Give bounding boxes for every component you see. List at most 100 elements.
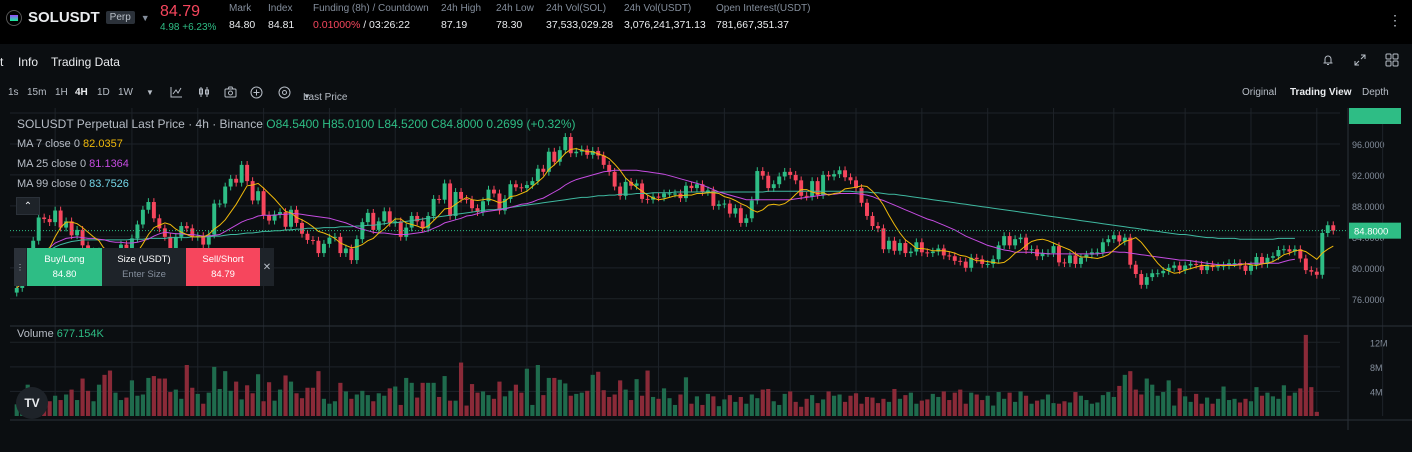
candle-body [1013,239,1018,246]
candle-body [173,236,178,250]
candle-body [738,208,743,223]
tab-info[interactable]: Info [18,55,39,69]
sell-short-button[interactable]: Sell/Short 84.79 [186,248,260,286]
volume-bar [1287,395,1292,416]
volume-bar [1122,374,1127,416]
layout-grid-icon[interactable] [1382,50,1402,70]
drawing-tools-icon[interactable] [170,86,183,101]
candle-body [459,191,464,199]
volume-bar [831,395,837,416]
candle-body [1259,256,1264,264]
volume-bar [316,371,321,416]
candle-body [409,215,414,228]
candle-body [1331,225,1336,231]
buy-long-button[interactable]: Buy/Long 84.80 [27,248,102,286]
volume-bar [1067,402,1073,416]
volume-bar [672,404,678,416]
volume-tick-label: 4M [1370,387,1383,397]
interval-dropdown-icon[interactable]: ▼ [146,88,154,97]
candle-body [980,259,985,264]
volume-bar [799,406,804,416]
volume-bar [1018,391,1023,416]
more-icon[interactable]: ⋮ [1388,12,1402,28]
indicators-icon[interactable] [198,86,211,101]
candle-body [969,257,974,268]
view-trading-view[interactable]: Trading View [1290,87,1352,98]
candle-body [952,256,957,261]
volume-bar [1095,402,1100,416]
candle-body [1111,235,1116,240]
candle-body [294,209,299,223]
volume-bar [206,392,211,416]
interval-4h[interactable]: 4H [75,87,88,98]
volume-bar [667,398,672,416]
volume-bar [557,379,562,416]
interval-1d[interactable]: 1D [97,87,110,98]
volume-bar [1056,403,1062,416]
candle-body [1194,263,1199,265]
volume-bar [201,403,206,416]
interval-15m[interactable]: 15m [27,87,47,98]
volume-bar [705,393,710,416]
volume-tick-label: 8M [1370,363,1383,373]
candle-body [1122,237,1127,242]
candle-body [420,221,425,229]
camera-icon[interactable] [224,86,237,101]
volume-bar [629,400,634,416]
volume-bar [881,398,886,416]
expand-icon[interactable] [1350,50,1370,70]
candle-body [629,181,634,186]
view-original[interactable]: Original [1242,87,1277,98]
tab-trading-data[interactable]: Trading Data [51,55,120,69]
volume-bar [107,370,113,416]
volume-bar [393,386,398,416]
candle-body [1139,274,1144,285]
stat-value: 0.01000% / 03:26:22 [313,19,410,31]
volume-bar [519,392,524,416]
candle-body [64,221,69,228]
add-indicator-icon[interactable] [250,86,263,102]
volume-bar [777,404,782,416]
settings-icon[interactable] [278,86,291,102]
candle-body [157,218,162,229]
tab-chart[interactable]: t [0,55,4,69]
size-input[interactable]: Size (USDT) Enter Size [102,248,186,286]
current-price-label: 84.8000 [1354,227,1388,238]
candle-body [557,150,562,162]
bell-icon[interactable] [1318,50,1338,70]
symbol-name[interactable]: SOLUSDT [28,9,100,26]
interval-1w[interactable]: 1W [118,87,133,98]
chevron-down-icon[interactable]: ▼ [140,12,150,23]
volume-bar [1248,401,1254,416]
candle-body [1325,225,1330,233]
close-icon[interactable]: ✕ [262,261,272,273]
view-depth[interactable]: Depth [1362,87,1389,98]
candle-body [733,208,738,214]
volume-bar [266,382,272,416]
candle-body [727,203,732,214]
candle-body [1040,253,1045,257]
candle-body [1298,249,1303,259]
candle-body [1002,236,1007,246]
candle-body [206,234,211,245]
volume-bar [607,396,612,416]
volume-bar [217,388,222,416]
collapse-legend-button[interactable]: ⌃ [16,197,40,215]
symbol-selector[interactable]: SOLUSDT Perp ▼ [6,9,150,26]
ma7-legend: MA 7 close 0 82.0357 [17,138,123,150]
volume-bar [1194,393,1199,416]
volume-bar [1199,403,1204,416]
volume-bar [864,396,870,416]
ma25-legend: MA 25 close 0 81.1364 [17,158,129,170]
drag-handle[interactable]: ⋮ [14,248,26,286]
candle-body [623,181,628,196]
volume-bar [1237,402,1243,416]
candle-body [486,189,491,202]
candle-body [694,184,699,189]
change-abs: 4.98 [160,22,180,33]
volume-bar [1051,403,1056,416]
interval-1s[interactable]: 1s [8,87,19,98]
tradingview-logo[interactable]: TV [16,387,48,419]
interval-1h[interactable]: 1H [55,87,68,98]
candle-body [1166,267,1171,271]
